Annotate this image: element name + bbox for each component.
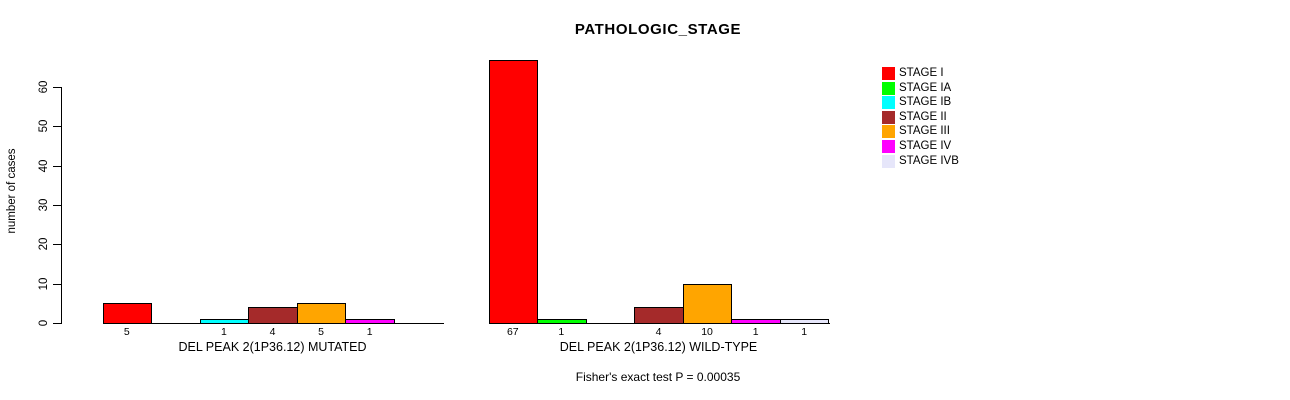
- bar-stage-iv: [345, 319, 395, 324]
- bar-stage-iii: [682, 283, 733, 324]
- y-tick-label: 60: [38, 80, 50, 94]
- bar-value-label: 1: [221, 325, 227, 338]
- y-tick-label: 50: [38, 119, 50, 133]
- bar-value-label: 67: [506, 325, 519, 338]
- y-axis-tick: [53, 87, 61, 89]
- legend-label-stage-iv: STAGE IV: [899, 140, 952, 152]
- y-axis-tick: [53, 244, 61, 246]
- bar-stage-ivb: [779, 319, 830, 324]
- legend-swatch-stage-ivb: [882, 154, 895, 168]
- bar-value-label: 1: [801, 325, 808, 338]
- y-tick-label: 10: [38, 277, 50, 291]
- bar-value-label: 5: [318, 325, 324, 338]
- bar-stage-iii: [296, 303, 347, 324]
- y-tick-label: 0: [38, 319, 50, 327]
- legend-swatch-stage-ii: [882, 110, 895, 124]
- y-axis-tick: [53, 126, 61, 128]
- bar-stage-ib: [199, 319, 250, 324]
- y-tick-label: 40: [38, 159, 50, 173]
- bar-value-label: 1: [558, 325, 565, 338]
- legend-swatch-stage-i: [882, 67, 895, 80]
- legend-label-stage-iii: STAGE III: [899, 125, 950, 138]
- stat-annotation: Fisher's exact test P = 0.00035: [575, 370, 741, 384]
- bar-value-label: 1: [752, 325, 759, 338]
- bar-stage-ii: [248, 307, 298, 324]
- y-axis-tick: [53, 205, 61, 206]
- bar-value-label: 5: [123, 325, 130, 338]
- legend-label-stage-ib: STAGE IB: [899, 96, 952, 109]
- chart-title: PATHOLOGIC_STAGE: [574, 21, 742, 38]
- y-axis-tick: [53, 165, 61, 167]
- bar-value-label: 4: [269, 325, 276, 338]
- y-axis-tick: [53, 283, 61, 285]
- legend-swatch-stage-ia: [882, 81, 895, 95]
- legend-label-stage-ivb: STAGE IVB: [899, 154, 959, 167]
- y-tick-label: 20: [38, 237, 50, 251]
- bar-value-label: 4: [655, 325, 662, 338]
- bar-value-label: 1: [366, 325, 373, 338]
- bar-stage-i: [488, 59, 539, 324]
- bar-stage-ii: [634, 307, 684, 324]
- legend-label-stage-i: STAGE I: [899, 67, 944, 79]
- y-axis-label: number of cases: [6, 148, 18, 234]
- legend-swatch-stage-iii: [882, 125, 895, 139]
- bar-stage-ia: [537, 319, 587, 324]
- y-axis-line: [61, 87, 62, 324]
- legend-swatch-stage-iv: [882, 140, 895, 153]
- legend-label-stage-ia: STAGE IA: [899, 81, 952, 94]
- y-axis-tick: [53, 323, 61, 324]
- bar-stage-i: [102, 303, 153, 324]
- bar-stage-iv: [731, 319, 781, 324]
- legend-swatch-stage-ib: [882, 96, 895, 110]
- legend-label-stage-ii: STAGE II: [899, 110, 947, 123]
- group-axis-label: DEL PEAK 2(1P36.12) MUTATED: [178, 340, 367, 354]
- group-axis-label: DEL PEAK 2(1P36.12) WILD-TYPE: [559, 340, 758, 354]
- bar-value-label: 10: [701, 325, 713, 338]
- y-tick-label: 30: [38, 198, 50, 212]
